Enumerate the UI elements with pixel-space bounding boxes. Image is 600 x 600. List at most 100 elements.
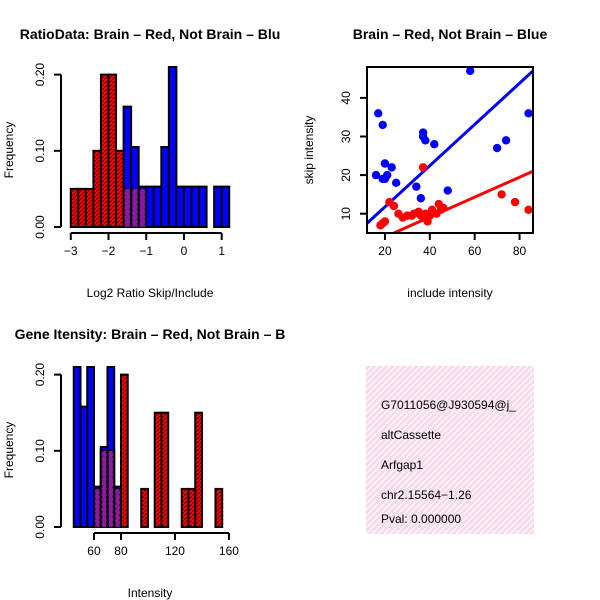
ratio-histogram-xlabel: Log2 Ratio Skip/Include: [87, 286, 214, 300]
scatter-point-brain: [418, 163, 428, 172]
scatter-y-tick-label: 40: [339, 91, 353, 105]
scatter-point-brain: [380, 217, 390, 226]
scatter-point-not-brain: [430, 140, 439, 149]
scatter-point-not-brain: [501, 136, 511, 145]
gene-intensity-histogram-xlabel: Intensity: [128, 586, 173, 600]
ratio-x-tick-label: −1: [139, 244, 153, 258]
ratio-histogram: RatioData: Brain – Red, Not Brain – Blu …: [2, 26, 280, 300]
ratio-x-tick-label: −2: [102, 244, 116, 258]
scatter-point-not-brain: [421, 136, 430, 145]
scatter-fit-line-not-brain: [367, 69, 533, 225]
gene-intensity-histogram-title: Gene Itensity: Brain – Red, Not Brain – …: [15, 326, 286, 342]
ratio-bar-not-brain: [198, 185, 208, 228]
scatter-point-not-brain: [492, 143, 502, 153]
scatter-point-not-brain: [416, 194, 426, 203]
ratio-histogram-ylabel: Frequency: [2, 122, 16, 179]
intensity-x-tick-label: 160: [219, 544, 239, 558]
intensity-scatter-xlabel: include intensity: [407, 286, 492, 300]
ratio-histogram-title: RatioData: Brain – Red, Not Brain – Blu: [20, 26, 281, 42]
scatter-point-not-brain: [378, 120, 387, 130]
intensity-bar-overlap: [107, 450, 114, 528]
ratio-bar-brain: [99, 73, 110, 228]
intensity-bar-not-brain: [79, 405, 89, 528]
intensity-bar-overlap: [94, 488, 101, 528]
intensity-bar-not-brain: [72, 366, 82, 528]
intensity-x-tick-label: 60: [87, 544, 101, 558]
info-line-event-type: altCassette: [381, 428, 441, 442]
scatter-y-tick-label: 10: [339, 207, 353, 221]
scatter-point-not-brain: [387, 163, 396, 172]
intensity-bar-brain: [214, 487, 224, 528]
gene-intensity-histogram-ylabel: Frequency: [2, 422, 16, 479]
ratio-bar-not-brain: [190, 185, 201, 228]
intensity-bar-brain: [180, 487, 190, 528]
intensity-scatter: Brain – Red, Not Brain – Blue include in…: [302, 26, 547, 300]
ratio-y-tick-label: 0.20: [33, 63, 47, 87]
info-line-location: chr2.15564−1.26: [381, 488, 472, 502]
scatter-point-brain: [510, 197, 520, 207]
scatter-point-not-brain: [465, 67, 475, 76]
ratio-bar-brain: [92, 149, 102, 228]
info-box: G7011056@J930594@j_ altCassette Arfgap1 …: [366, 366, 534, 534]
ratio-x-tick-label: 0: [181, 244, 188, 258]
gene-intensity-histogram: Gene Itensity: Brain – Red, Not Brain – …: [2, 326, 285, 600]
scatter-y-tick-label: 30: [339, 129, 353, 143]
intensity-scatter-ylabel: skip intensity: [302, 116, 316, 185]
intensity-bar-not-brain: [86, 366, 95, 528]
scatter-point-not-brain: [412, 182, 421, 191]
intensity-bar-brain: [160, 411, 170, 529]
info-line-probe-id: G7011056@J930594@j_: [381, 398, 516, 412]
ratio-y-tick-label: 0.10: [33, 139, 47, 163]
intensity-y-tick-label: 0.00: [33, 515, 47, 539]
intensity-y-tick-label: 0.10: [33, 439, 47, 463]
scatter-y-tick-label: 20: [339, 168, 353, 182]
intensity-bar-brain: [187, 487, 197, 528]
intensity-x-tick-label: 80: [114, 544, 128, 558]
ratio-bar-not-brain: [213, 185, 223, 228]
scatter-point-not-brain: [380, 159, 390, 168]
intensity-y-tick-label: 0.20: [33, 363, 47, 387]
info-line-gene-name: Arfgap1: [381, 458, 423, 472]
ratio-y-tick-label: 0.00: [33, 215, 47, 239]
scatter-point-brain: [497, 190, 506, 199]
intensity-x-tick-label: 120: [165, 544, 185, 558]
intensity-bar-brain: [119, 373, 129, 528]
ratio-bar-not-brain: [160, 146, 170, 228]
scatter-point-brain: [389, 201, 399, 211]
ratio-bar-brain: [84, 187, 95, 228]
scatter-point-not-brain: [391, 178, 401, 188]
ratio-bar-not-brain: [175, 185, 185, 228]
intensity-bar-brain: [194, 411, 203, 529]
intensity-scatter-title: Brain – Red, Not Brain – Blue: [353, 26, 548, 42]
scatter-x-tick-label: 60: [468, 244, 482, 258]
ratio-bar-not-brain: [152, 185, 163, 228]
ratio-bar-brain: [69, 187, 80, 228]
scatter-point-not-brain: [418, 128, 428, 137]
scatter-point-not-brain: [374, 109, 383, 118]
ratio-bar-overlap: [139, 188, 146, 228]
info-pval: Pval: 0.000000: [381, 512, 461, 526]
ratio-bar-brain: [77, 187, 87, 228]
intensity-bar-brain: [153, 411, 163, 529]
scatter-point-brain: [524, 205, 533, 215]
ratio-bar-not-brain: [220, 185, 231, 228]
intensity-bar-overlap: [101, 450, 107, 528]
ratio-bar-not-brain: [167, 66, 178, 228]
scatter-x-tick-label: 40: [423, 244, 437, 258]
scatter-x-tick-label: 20: [378, 244, 392, 258]
ratio-bar-overlap: [124, 188, 131, 228]
ratio-x-tick-label: −3: [64, 244, 78, 258]
ratio-bar-not-brain: [145, 185, 155, 228]
scatter-point-not-brain: [443, 186, 452, 195]
ratio-x-tick-label: 1: [218, 244, 225, 258]
ratio-bar-not-brain: [182, 185, 193, 228]
ratio-bar-overlap: [131, 188, 139, 228]
scatter-point-not-brain: [371, 170, 381, 180]
ratio-bar-brain: [107, 73, 118, 228]
scatter-point-not-brain: [382, 170, 392, 180]
info-box-background: [366, 366, 534, 534]
scatter-x-tick-label: 80: [513, 244, 527, 258]
scatter-point-not-brain: [524, 109, 533, 118]
ratio-bar-brain: [115, 149, 125, 228]
